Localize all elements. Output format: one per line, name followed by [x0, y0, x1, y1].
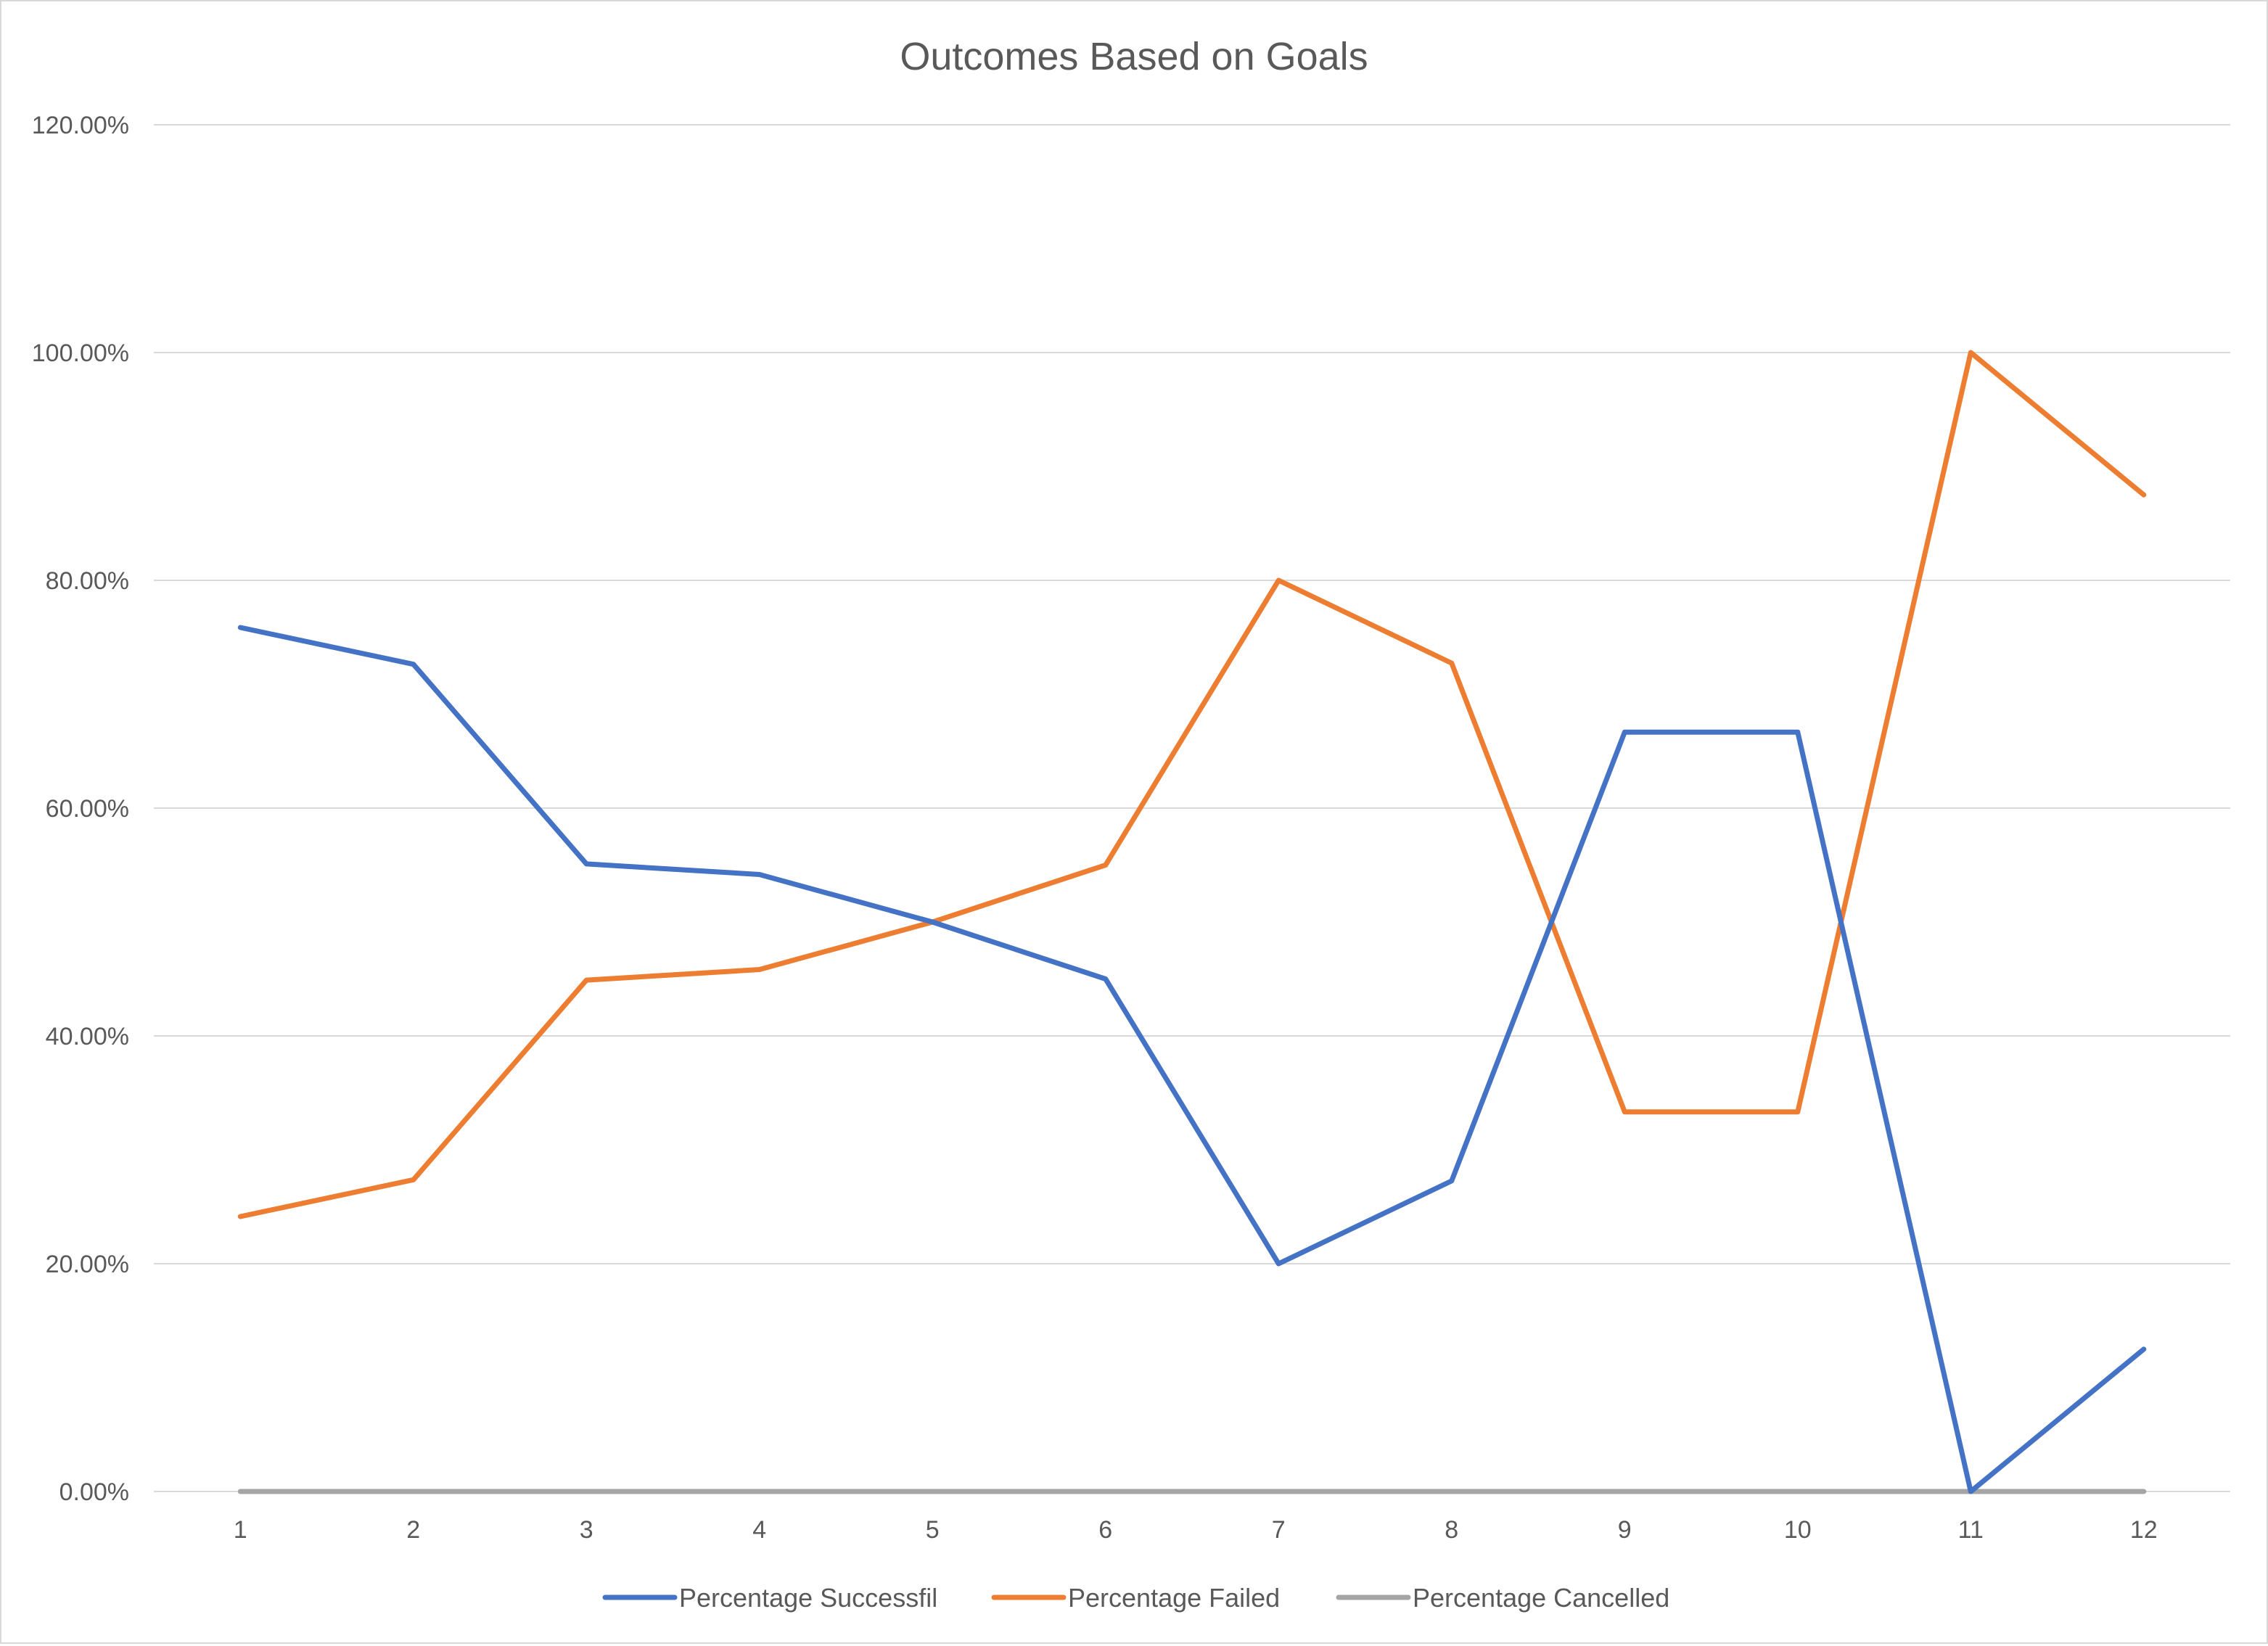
series-lines — [237, 350, 2147, 1494]
legend-label: Percentage Cancelled — [1413, 1583, 1669, 1613]
y-tick-label: 120.00% — [32, 112, 129, 139]
series-line — [237, 625, 2147, 1494]
x-tick-label: 2 — [406, 1516, 420, 1544]
series-line — [237, 350, 2147, 1219]
x-tick-label: 8 — [1445, 1516, 1458, 1544]
x-tick-label: 3 — [580, 1516, 593, 1544]
y-tick-label: 20.00% — [46, 1251, 129, 1278]
y-tick-label: 80.00% — [46, 567, 129, 595]
y-tick-label: 40.00% — [46, 1023, 129, 1050]
legend-label: Percentage Failed — [1068, 1583, 1280, 1613]
legend-label: Percentage Successfil — [679, 1583, 937, 1613]
y-tick-label: 100.00% — [32, 340, 129, 367]
x-tick-label: 9 — [1618, 1516, 1632, 1544]
x-tick-label: 4 — [752, 1516, 766, 1544]
x-axis-tick-labels: 1 2 3 4 5 6 7 8 9 10 11 12 — [234, 1516, 2158, 1544]
x-tick-label: 7 — [1272, 1516, 1286, 1544]
legend: Percentage Successfil Percentage Failed Pe… — [602, 1583, 1669, 1613]
x-tick-label: 5 — [926, 1516, 940, 1544]
y-axis-tick-labels: 0.00% 20.00% 40.00% 60.00% 80.00% 100.00% 120.… — [32, 112, 129, 1506]
chart-title: Outcomes Based on Goals — [900, 35, 1368, 78]
x-tick-label: 11 — [1958, 1516, 1984, 1544]
x-tick-label: 1 — [234, 1516, 247, 1544]
y-tick-label: 0.00% — [59, 1478, 129, 1506]
y-tick-label: 60.00% — [46, 795, 129, 823]
x-tick-label: 10 — [1784, 1516, 1812, 1544]
x-tick-label: 6 — [1098, 1516, 1112, 1544]
x-tick-label: 12 — [2130, 1516, 2158, 1544]
gridlines — [154, 124, 2230, 1492]
